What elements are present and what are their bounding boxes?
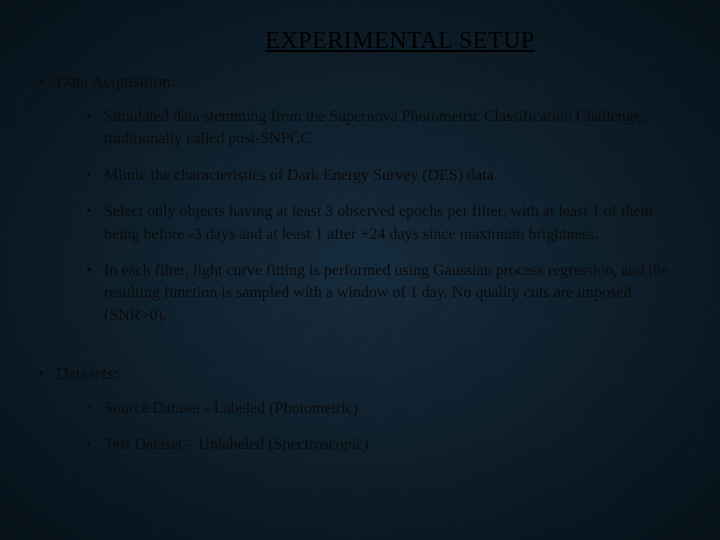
bullet-list: Simulated data stemming from the Superno… bbox=[56, 106, 682, 327]
slide-title: EXPERIMENTAL SETUP bbox=[38, 28, 682, 55]
page-number: 35 bbox=[682, 459, 692, 470]
spacer bbox=[38, 341, 682, 363]
section-data-acquisition: Data Acquisition: Simulated data stemmin… bbox=[38, 71, 682, 327]
bullet-item: Simulated data stemming from the Superno… bbox=[86, 106, 682, 151]
section-heading: Data Acquisition: bbox=[56, 72, 175, 91]
bullet-item: In each filter, light curve fitting is p… bbox=[86, 260, 682, 327]
bullet-item: Source Dataset - Labeled (Photometric) bbox=[86, 398, 682, 420]
section-heading: Datasets: bbox=[56, 364, 118, 383]
bullet-list: Source Dataset - Labeled (Photometric) T… bbox=[56, 398, 682, 457]
bullet-item: Mimic the characteristics of Dark Energy… bbox=[86, 165, 682, 187]
bullet-item: Test Dataset – Unlabeled (Spectroscopic) bbox=[86, 434, 682, 456]
bullet-item: Select only objects having at least 3 ob… bbox=[86, 201, 682, 246]
section-datasets: Datasets: Source Dataset - Labeled (Phot… bbox=[38, 363, 682, 457]
section-list: Data Acquisition: Simulated data stemmin… bbox=[38, 71, 682, 327]
section-list: Datasets: Source Dataset - Labeled (Phot… bbox=[38, 363, 682, 457]
